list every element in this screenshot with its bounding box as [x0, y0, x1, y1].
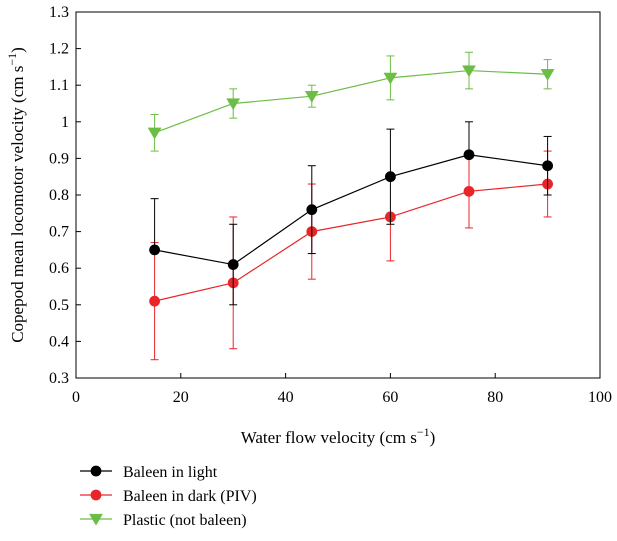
series-0 [149, 121, 553, 306]
y-axis-label: Copepod mean locomotor velocity (cm s−1) [5, 47, 27, 343]
y-tick-label: 0.7 [49, 224, 69, 241]
series-layer [147, 51, 555, 361]
y-tick-label: 0.4 [49, 333, 69, 350]
legend-label: Baleen in light [123, 464, 218, 481]
data-point [542, 160, 553, 172]
data-point [147, 127, 162, 140]
data-point [462, 65, 476, 78]
series-line [154, 183, 548, 302]
x-tick-label: 80 [487, 389, 503, 406]
data-point [227, 259, 239, 270]
series-2 [147, 51, 555, 152]
legend-marker [90, 489, 102, 501]
legend-marker [89, 513, 103, 526]
series-1 [149, 150, 553, 361]
y-tick-label: 0.5 [49, 297, 69, 314]
data-point [384, 171, 396, 183]
legend: Baleen in light Baleen in dark (PIV) Plast… [80, 464, 257, 529]
x-tick-label: 20 [173, 389, 189, 406]
y-tick-label: 0.9 [49, 150, 69, 167]
x-axis-label: Water flow velocity (cm s−1) [241, 425, 436, 447]
data-point [463, 185, 475, 197]
data-point [540, 69, 555, 81]
y-tick-label: 1.2 [49, 41, 69, 58]
series-line [154, 69, 548, 134]
x-tick-label: 40 [278, 389, 294, 406]
legend-label: Baleen in dark (PIV) [123, 488, 257, 505]
y-tick-label: 1 [61, 114, 69, 131]
series-line [154, 154, 548, 266]
y-tick-label: 0.8 [49, 187, 69, 204]
y-tick-label: 1.1 [49, 77, 69, 94]
y-tick-label: 1.3 [49, 4, 69, 21]
axes: 0.3 0.4 0.5 0.6 0.7 0.8 0.9 1 1.1 1.2 1.3 0 20 40 60 80… [49, 4, 612, 406]
legend-marker [90, 465, 102, 477]
data-point [304, 91, 319, 103]
data-point [463, 149, 475, 161]
data-point [149, 244, 161, 256]
data-point [226, 98, 241, 111]
y-tick-label: 0.3 [49, 370, 69, 387]
x-axis-label-superscript: −1 [417, 425, 430, 439]
data-point [149, 295, 161, 307]
y-tick-label: 0.6 [49, 260, 69, 277]
data-point [306, 204, 318, 216]
x-tick-label: 100 [588, 389, 612, 406]
data-point [383, 72, 398, 85]
x-tick-label: 60 [382, 389, 398, 406]
legend-label: Plastic (not baleen) [123, 512, 247, 529]
y-axis-label-superscript: −1 [5, 53, 19, 66]
x-tick-label: 0 [72, 389, 80, 406]
